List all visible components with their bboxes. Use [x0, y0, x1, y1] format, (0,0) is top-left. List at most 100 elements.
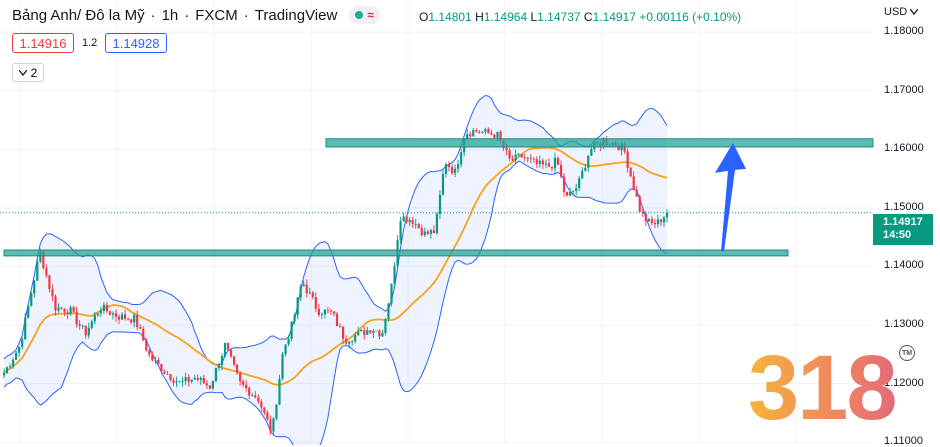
candle-up: [587, 155, 590, 168]
chart-grid: [0, 0, 872, 445]
candle-down: [632, 176, 635, 190]
candle-down: [499, 131, 502, 141]
y-tick-label: 1.18000: [884, 25, 924, 38]
sell-price-button[interactable]: 1.14916: [12, 33, 74, 53]
candle-up: [36, 261, 39, 281]
candle-up: [223, 342, 227, 356]
bollinger-lower-line: [3, 160, 668, 445]
candle-up: [39, 251, 42, 262]
candle-down: [196, 377, 199, 380]
candle-down: [45, 268, 48, 276]
candle-up: [375, 330, 378, 332]
buy-price-button[interactable]: 1.14928: [105, 33, 167, 53]
candle-down: [623, 143, 626, 152]
candle-up: [272, 418, 275, 432]
indicators-toggle-button[interactable]: 2: [12, 63, 44, 82]
candle-down: [226, 342, 230, 350]
candle-down: [638, 196, 641, 212]
candle-up: [441, 173, 445, 195]
candle-down: [163, 371, 166, 374]
candle-down: [260, 401, 263, 408]
candle-down: [242, 381, 245, 385]
interval-label[interactable]: 1h: [161, 6, 179, 24]
candle-down: [547, 163, 551, 167]
y-tick-label: 1.13000: [884, 317, 924, 330]
candle-up: [278, 378, 281, 405]
candle-up: [526, 157, 529, 159]
candle-down: [127, 318, 130, 320]
candle-down: [239, 372, 242, 382]
candle-down: [202, 377, 205, 384]
candle-down: [266, 412, 269, 420]
candle-down: [205, 383, 208, 386]
candle-down: [229, 349, 233, 357]
candle-up: [81, 325, 84, 327]
candle-up: [656, 219, 660, 225]
candle-down: [139, 327, 142, 329]
candle-up: [348, 341, 351, 344]
candle-up: [133, 314, 136, 323]
candle-up: [299, 286, 302, 298]
candle-down: [105, 304, 109, 312]
trademark-icon: TM: [899, 345, 915, 361]
candle-down: [311, 292, 314, 298]
candle-up: [578, 178, 581, 189]
currency-label: USD: [884, 6, 908, 18]
candle-up: [390, 283, 393, 304]
candle-up: [584, 167, 587, 171]
candle-up: [460, 152, 463, 165]
candle-down: [626, 151, 629, 168]
y-tick-label: 1.16000: [884, 142, 924, 155]
candle-up: [351, 341, 354, 343]
candle-down: [232, 356, 236, 365]
candle-up: [381, 332, 384, 337]
candle-down: [562, 176, 566, 192]
candle-down: [341, 326, 345, 339]
candle-down: [75, 311, 78, 325]
candle-down: [187, 377, 190, 382]
candle-down: [84, 325, 87, 336]
candle-down: [305, 284, 308, 294]
currency-selector[interactable]: USD: [884, 6, 919, 18]
candle-down: [417, 223, 420, 228]
candle-up: [572, 191, 575, 192]
candle-up: [120, 314, 124, 320]
candle-up: [2, 373, 6, 376]
moving-average-line: [3, 146, 668, 386]
candle-down: [505, 147, 508, 151]
candle-down: [48, 275, 51, 290]
candle-up: [590, 148, 593, 156]
symbol-name[interactable]: Bảng Anh/ Đô la Mỹ: [12, 6, 145, 24]
candle-up: [569, 191, 572, 196]
ohlc-legend: O1.14801 H1.14964 L1.14737 C1.14917 +0.0…: [419, 10, 741, 24]
candle-down: [529, 157, 532, 159]
candle-up: [251, 395, 254, 396]
ohlc-open: 1.14801: [428, 10, 472, 24]
candle-up: [275, 404, 278, 419]
y-tick-label: 1.12000: [884, 376, 924, 389]
ohlc-open-label: O: [419, 10, 429, 24]
candle-up: [538, 160, 541, 164]
chart-header: Bảng Anh/ Đô la Mỹ · 1h · FXCM · Trading…: [12, 6, 380, 24]
header-dot-separator: ·: [184, 6, 190, 24]
candle-up: [69, 307, 72, 315]
candle-up: [30, 293, 33, 307]
candle-down: [78, 324, 81, 326]
candle-down: [166, 373, 169, 375]
exchange-label: FXCM: [195, 6, 238, 24]
candle-up: [21, 339, 24, 347]
candle-up: [175, 381, 178, 383]
candle-up: [323, 309, 327, 315]
watermark-logo: 318: [748, 337, 897, 439]
candle-down: [326, 309, 330, 311]
candle-down: [550, 166, 554, 169]
candle-down: [556, 157, 560, 165]
header-dot-separator: ·: [150, 6, 156, 24]
bollinger-bands: [3, 94, 668, 445]
candle-up: [154, 359, 157, 361]
chevron-down-icon: [18, 69, 27, 76]
candle-up: [190, 379, 193, 382]
candle-down: [378, 330, 381, 337]
market-status-badge[interactable]: ≈: [349, 6, 380, 24]
